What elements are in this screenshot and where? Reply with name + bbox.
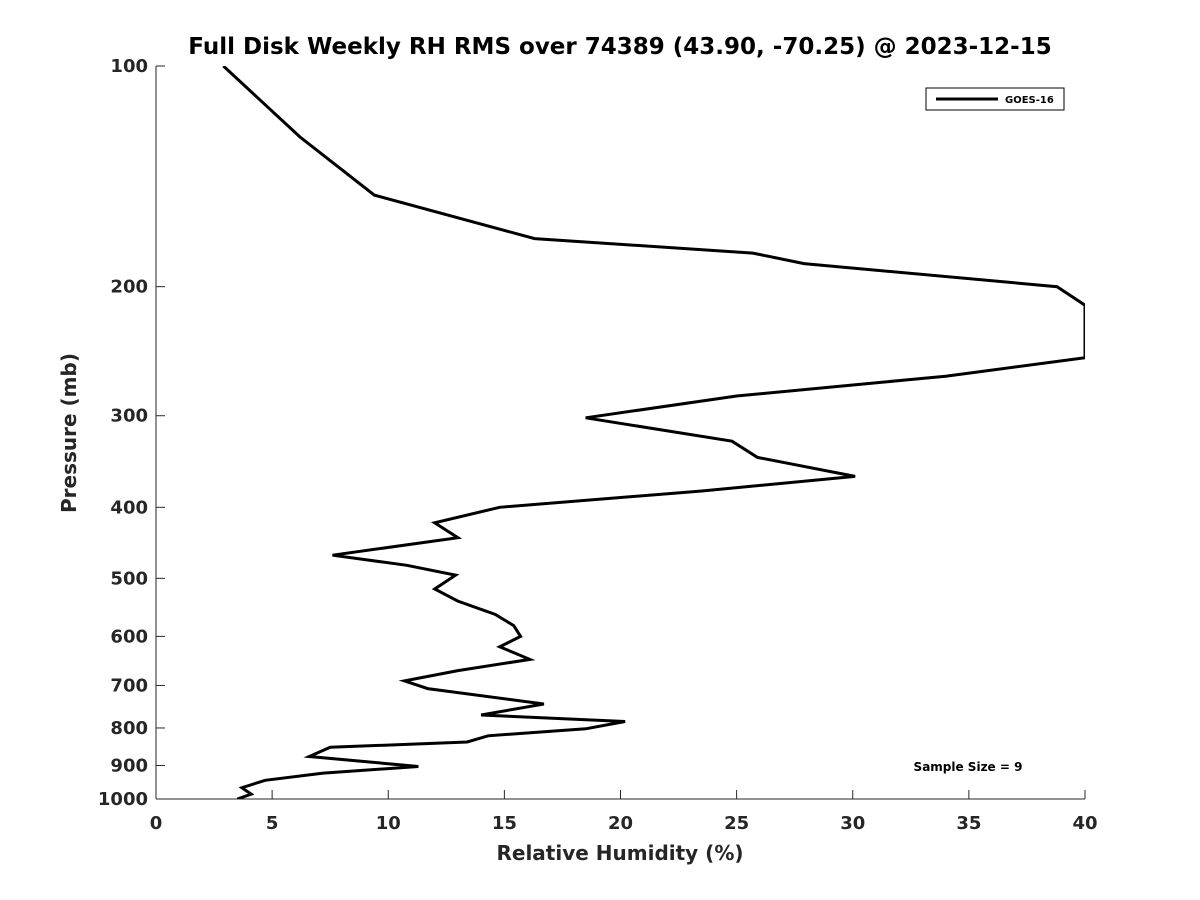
y-tick-label: 600 [110,626,148,647]
legend: GOES-16 [925,87,1065,111]
x-tick-label: 30 [840,813,865,834]
x-tick-label: 5 [266,813,279,834]
x-tick-label: 40 [1072,813,1097,834]
legend-label-goes-16: GOES-16 [1005,95,1054,106]
x-tick-label: 10 [376,813,401,834]
y-tick-label: 400 [110,497,148,518]
x-tick-label: 20 [608,813,633,834]
y-tick-label: 200 [110,277,148,298]
x-tick-label: 25 [724,813,749,834]
sample-size-annotation: Sample Size = 9 [914,760,1023,774]
y-tick-label: 100 [110,56,148,77]
x-tick-label: 35 [956,813,981,834]
series-line-goes-16 [222,66,1085,799]
series-layer [222,66,1085,799]
y-tick-label: 1000 [98,789,148,810]
y-tick-label: 700 [110,675,148,696]
y-tick-label: 500 [110,568,148,589]
x-tick-label: 15 [492,813,517,834]
x-tick-label: 0 [150,813,163,834]
y-tick-label: 300 [110,406,148,427]
chart-title: Full Disk Weekly RH RMS over 74389 (43.9… [188,34,1051,60]
y-axis-label: Pressure (mb) [57,353,81,513]
x-axis-label: Relative Humidity (%) [496,841,743,865]
x-axis: 0 5 10 15 20 25 30 35 40 [150,790,1098,834]
y-tick-label: 900 [110,755,148,776]
y-axis: 100 200 300 400 500 600 700 800 900 1000 [98,56,165,810]
y-tick-label: 800 [110,718,148,739]
